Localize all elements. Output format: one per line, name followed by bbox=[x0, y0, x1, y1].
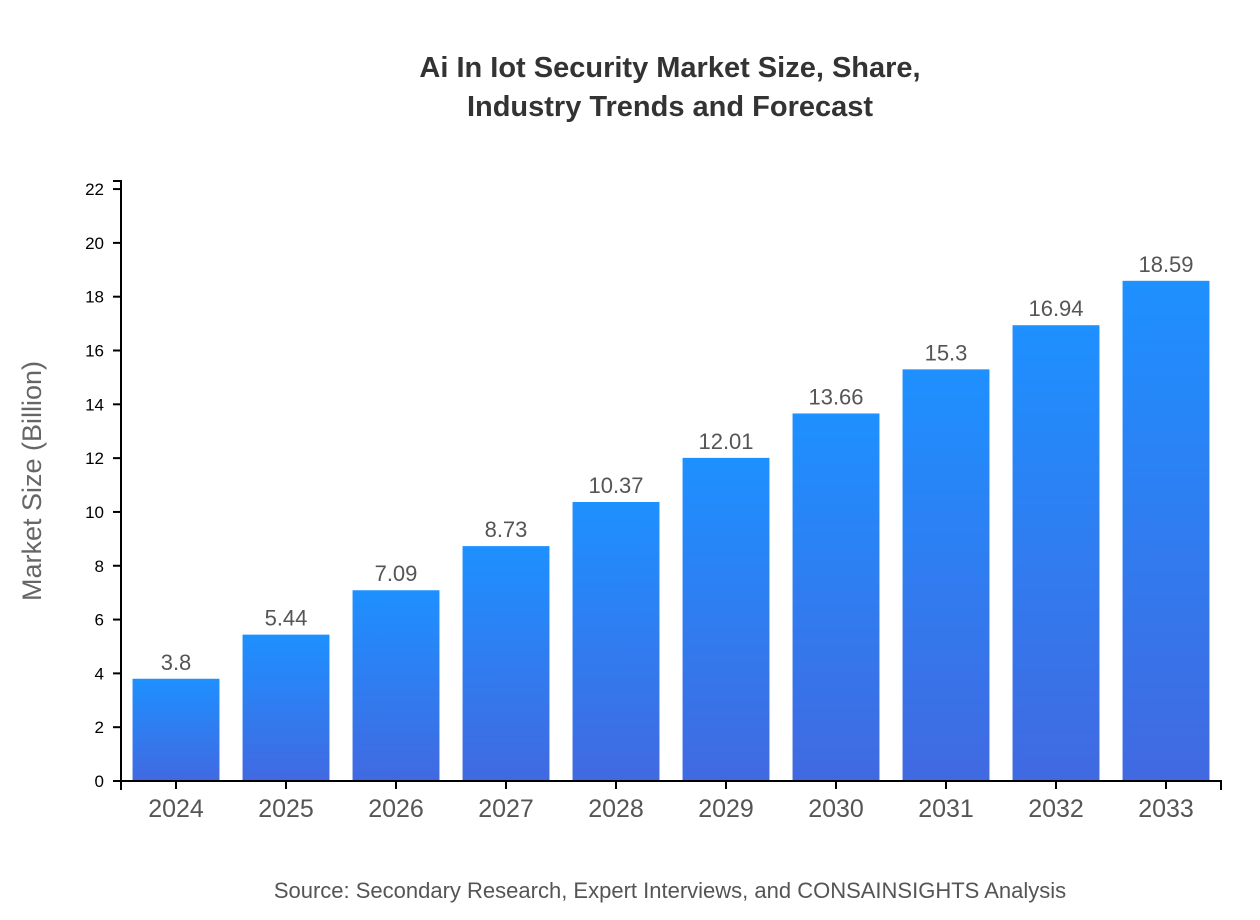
data-label-2031: 15.3 bbox=[925, 340, 968, 365]
x-tick-label-2033: 2033 bbox=[1138, 795, 1194, 823]
y-axis bbox=[113, 180, 122, 781]
y-tick-label-6: 6 bbox=[95, 611, 104, 630]
data-label-2030: 13.66 bbox=[808, 384, 863, 409]
data-label-2026: 7.09 bbox=[375, 561, 418, 586]
y-tick-label-0: 0 bbox=[95, 772, 104, 791]
y-tick-label-2: 2 bbox=[95, 718, 104, 737]
data-label-2028: 10.37 bbox=[588, 473, 643, 498]
x-axis bbox=[120, 780, 1222, 790]
bar-2033 bbox=[1122, 280, 1210, 781]
bar-2027 bbox=[462, 546, 550, 781]
data-label-2033: 18.59 bbox=[1138, 252, 1193, 277]
x-tick-label-2026: 2026 bbox=[368, 795, 424, 823]
x-tick-label-2029: 2029 bbox=[698, 795, 754, 823]
y-tick-label-20: 20 bbox=[85, 234, 104, 253]
bar-2032 bbox=[1012, 325, 1100, 781]
data-label-2029: 12.01 bbox=[698, 429, 753, 454]
y-tick-label-8: 8 bbox=[95, 557, 104, 576]
bar-2025 bbox=[242, 634, 330, 781]
y-tick-label-14: 14 bbox=[85, 395, 104, 414]
y-tick-label-10: 10 bbox=[85, 503, 104, 522]
bar-2030 bbox=[792, 413, 880, 781]
y-tick-label-18: 18 bbox=[85, 288, 104, 307]
y-axis-label: Market Size (Billion) bbox=[17, 361, 47, 601]
data-label-2024: 3.8 bbox=[161, 650, 192, 675]
chart-title-line-2: Industry Trends and Forecast bbox=[466, 91, 874, 123]
bar-2026 bbox=[352, 590, 440, 781]
x-tick-label-2030: 2030 bbox=[808, 795, 864, 823]
data-label-2032: 16.94 bbox=[1028, 296, 1083, 321]
chart-title-line-1: Ai In Iot Security Market Size, Share, bbox=[419, 52, 921, 84]
x-tick-label-2032: 2032 bbox=[1028, 795, 1084, 823]
y-tick-label-4: 4 bbox=[95, 664, 104, 683]
y-tick-label-12: 12 bbox=[85, 449, 104, 468]
y-tick-label-22: 22 bbox=[85, 180, 104, 199]
y-tick-label-16: 16 bbox=[85, 342, 104, 361]
x-tick-label-2028: 2028 bbox=[588, 795, 644, 823]
x-tick-label-2031: 2031 bbox=[918, 795, 974, 823]
bar-2029 bbox=[682, 457, 770, 781]
data-label-2025: 5.44 bbox=[265, 606, 308, 631]
bar-2028 bbox=[572, 501, 660, 781]
data-label-2027: 8.73 bbox=[485, 517, 528, 542]
bar-2024 bbox=[132, 678, 220, 781]
x-tick-label-2027: 2027 bbox=[478, 795, 534, 823]
source-note: Source: Secondary Research, Expert Inter… bbox=[273, 878, 1067, 903]
x-tick-label-2025: 2025 bbox=[258, 795, 314, 823]
bar-2031 bbox=[902, 369, 990, 781]
x-tick-label-2024: 2024 bbox=[148, 795, 204, 823]
